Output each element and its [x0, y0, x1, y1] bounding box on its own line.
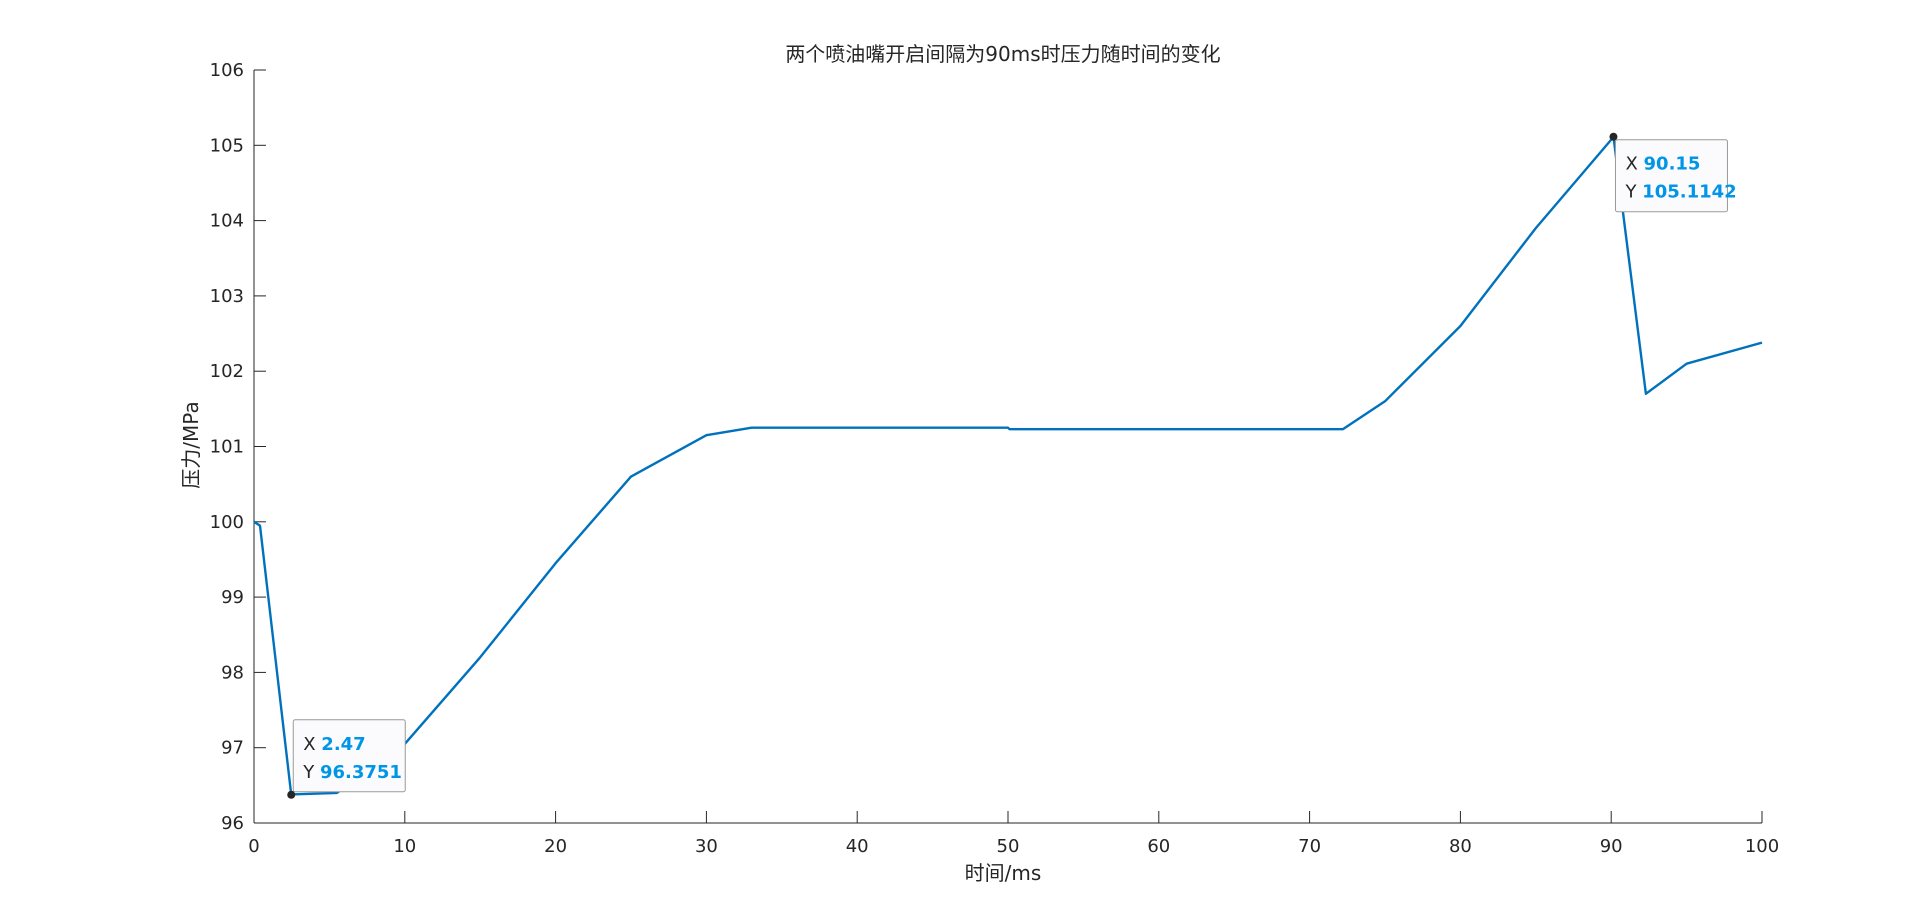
datatip-marker — [1609, 132, 1618, 141]
datatip-box — [292, 719, 406, 793]
datatip-y-row: Y 96.3751 — [302, 762, 402, 783]
x-tick-label: 60 — [1147, 836, 1170, 857]
y-tick-label: 101 — [210, 437, 244, 458]
datatip[interactable]: X 2.47Y 96.3751 — [287, 719, 406, 799]
datatip-x-key: X — [1625, 154, 1643, 175]
axes — [253, 70, 1762, 824]
datatip-x-row: X 90.15 — [1625, 154, 1700, 175]
y-tick-label: 106 — [210, 60, 244, 81]
x-tick-label: 100 — [1745, 836, 1779, 857]
y-tick-label: 96 — [221, 813, 244, 834]
datatip-y-row: Y 105.1142 — [1624, 182, 1736, 203]
x-tick-label: 20 — [544, 836, 567, 857]
series-line — [253, 135, 1763, 796]
chart-title: 两个喷油嘴开启间隔为90ms时压力随时间的变化 — [785, 42, 1220, 66]
series-group — [253, 135, 1763, 796]
y-tick-label: 103 — [210, 286, 244, 307]
y-tick-label: 98 — [221, 662, 244, 683]
datatip-x-key: X — [303, 734, 321, 755]
x-tick-label: 40 — [846, 836, 869, 857]
x-tick-label: 90 — [1600, 836, 1623, 857]
y-tick-label: 102 — [210, 361, 244, 382]
x-tick-label: 30 — [695, 836, 718, 857]
datatip-box — [1614, 139, 1728, 213]
datatip-y-value: 96.3751 — [320, 762, 402, 783]
datatip-y-key: Y — [302, 762, 320, 783]
y-axis-label: 压力/MPa — [179, 401, 203, 488]
y-tick-label: 97 — [221, 738, 244, 759]
datatip-x-value: 2.47 — [321, 734, 365, 755]
datatip[interactable]: X 90.15Y 105.1142 — [1609, 132, 1737, 213]
y-tick-label: 99 — [221, 587, 244, 608]
x-tick-label: 80 — [1449, 836, 1472, 857]
x-axis-label: 时间/ms — [965, 861, 1042, 885]
datatip-x-value: 90.15 — [1644, 154, 1701, 175]
x-tick-label: 10 — [393, 836, 416, 857]
x-tick-label: 0 — [248, 836, 259, 857]
datatip-x-row: X 2.47 — [303, 734, 365, 755]
y-axis-ticks: 96 97 98 99 100 101 102 103 104 105 106 — [210, 60, 266, 834]
y-tick-label: 104 — [210, 211, 244, 232]
x-tick-label: 50 — [997, 836, 1020, 857]
datatip-marker — [287, 790, 296, 799]
x-tick-label: 70 — [1298, 836, 1321, 857]
y-tick-label: 105 — [210, 135, 244, 156]
x-axis-ticks: 0 10 20 30 40 50 60 70 80 90 100 — [248, 811, 1779, 857]
y-tick-label: 100 — [210, 512, 244, 533]
datatip-y-value: 105.1142 — [1642, 182, 1737, 203]
datatip-y-key: Y — [1624, 182, 1642, 203]
